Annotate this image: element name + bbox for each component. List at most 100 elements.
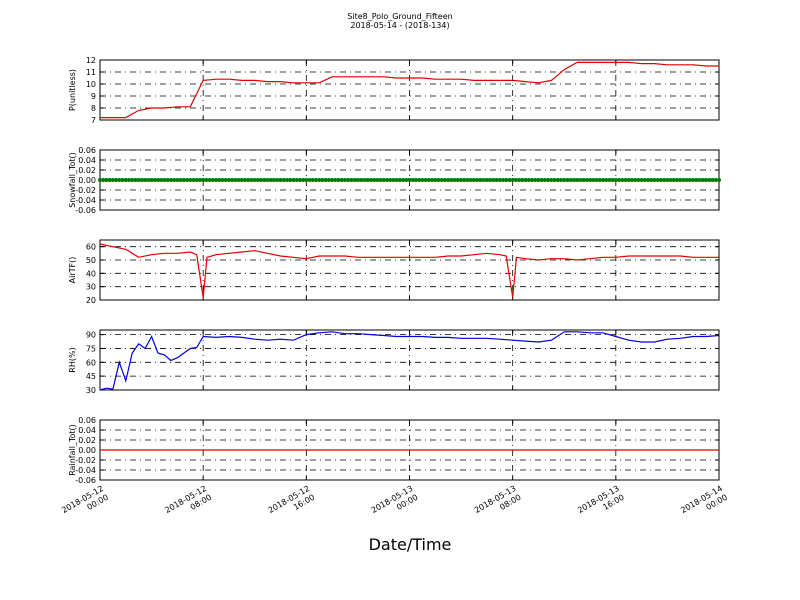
panel-2-series-point (526, 178, 531, 182)
x-tick-label: 2018-05-1216:00 (267, 484, 317, 524)
panel-4-ytick-label: 90 (86, 331, 96, 340)
panel-2-ytick-label: -0.04 (75, 196, 96, 205)
panel-2-series-point (191, 178, 196, 182)
panel-2-series-point (504, 178, 509, 182)
panel-2-series-point (559, 178, 564, 182)
panel-2-series-point (591, 178, 596, 182)
panel-2-series-point (533, 178, 538, 182)
panel-1-ytick-label: 9 (91, 92, 96, 101)
panel-2-series-point (394, 178, 399, 182)
panel-2-series-point (397, 178, 402, 182)
panel-2-series-point (252, 178, 257, 182)
panel-2-series-point (265, 178, 270, 182)
panel-2-series-point (546, 178, 551, 182)
panel-2-series-point (123, 178, 128, 182)
panel-2-series-point (320, 178, 325, 182)
panel-2-series-point (468, 178, 473, 182)
panel-2-series-point (413, 178, 418, 182)
panel-2-series-point (671, 178, 676, 182)
panel-2-series-point (652, 178, 657, 182)
panel-2-series-point (549, 178, 554, 182)
panel-2-series-point (284, 178, 289, 182)
panel-2-series-point (378, 178, 383, 182)
panel-2-series-point (146, 178, 151, 182)
panel-2-series-point (633, 178, 638, 182)
panel-2-series-point (226, 178, 231, 182)
panel-2-series-point (98, 178, 102, 182)
panel-2-series-point (310, 178, 315, 182)
panel-2-series-point (346, 178, 351, 182)
panel-2-series-point (539, 178, 544, 182)
panel-2-series-point (707, 178, 712, 182)
panel-2-series-point (642, 178, 647, 182)
panel-2-series-point (178, 178, 183, 182)
panel-2-series-point (684, 178, 689, 182)
panel-2-series-point (488, 178, 493, 182)
panel-4-ytick-label: 30 (86, 386, 96, 395)
x-tick-label: 2018-05-1400:00 (679, 484, 729, 524)
panel-2-series-point (459, 178, 464, 182)
panel-2-series-point (323, 178, 328, 182)
panel-2-series-point (326, 178, 331, 182)
panel-5-ytick-label: 0.04 (78, 426, 96, 435)
panel-2-series-point (355, 178, 360, 182)
panel-2-series-point (239, 178, 244, 182)
panel-2-series-point (372, 178, 377, 182)
panel-2-series-point (120, 178, 125, 182)
panel-2-series-point (462, 178, 467, 182)
panel-2-ytick-label: 0.06 (78, 146, 96, 155)
panel-2-series-point (159, 178, 164, 182)
panel-2-series-point (275, 178, 280, 182)
panel-2-series-point (626, 178, 631, 182)
panel-2-series-point (255, 178, 260, 182)
panel-2-series-point (297, 178, 302, 182)
panel-2-series-point (623, 178, 628, 182)
panel-2-series-point (204, 178, 209, 182)
panel-2-series-point (343, 178, 348, 182)
panel-2-series-point (362, 178, 367, 182)
panel-2-series-point (478, 178, 483, 182)
panel-2-series-point (368, 178, 373, 182)
panel-2-series-point (571, 178, 576, 182)
panel-2-ytick-label: -0.02 (75, 186, 96, 195)
panel-2-series-point (217, 178, 222, 182)
panel-1-ytick-label: 11 (86, 68, 96, 77)
panel-2-series-point (117, 178, 122, 182)
chart-subtitle: 2018-05-14 - (2018-134) (350, 21, 450, 30)
panel-2-series-point (636, 178, 641, 182)
panel-4-ytick-label: 75 (86, 344, 96, 353)
panel-2-series-point (104, 178, 109, 182)
panel-2-series-point (197, 178, 202, 182)
panel-2-series-point (523, 178, 528, 182)
panel-2-series-point (268, 178, 273, 182)
panel-2-series-point (143, 178, 148, 182)
panel-2-series-point (617, 178, 622, 182)
panel-2-ytick-label: 0.04 (78, 156, 96, 165)
panel-2-series-point (127, 178, 132, 182)
panel-2-series-point (181, 178, 186, 182)
panel-3-ytick-label: 40 (86, 269, 96, 278)
x-tick-label: 2018-05-1300:00 (370, 484, 420, 524)
panel-2-series-point (420, 178, 425, 182)
panel-2-series-point (520, 178, 525, 182)
panel-5-ytick-label: 0.00 (78, 446, 96, 455)
panel-2-series-point (536, 178, 541, 182)
panel-2-series-point (152, 178, 157, 182)
panel-3-ytick-label: 20 (86, 296, 96, 305)
panel-2-series-point (139, 178, 144, 182)
panel-4-ytick-label: 60 (86, 358, 96, 367)
panel-2-series-point (662, 178, 667, 182)
x-tick-label: 2018-05-1208:00 (163, 484, 213, 524)
panel-5-ytick-label: -0.04 (75, 466, 96, 475)
panel-2-series-point (507, 178, 512, 182)
panel-2-series-point (442, 178, 447, 182)
panel-1-ytick-label: 7 (91, 116, 96, 125)
panel-2-series-point (388, 178, 393, 182)
panel-2-series-point (246, 178, 251, 182)
panel-2-series-point (278, 178, 283, 182)
panel-2-series-point (481, 178, 486, 182)
x-tick-label: 2018-05-1200:00 (60, 484, 110, 524)
panel-2-series-point (675, 178, 680, 182)
panel-2-series-point (236, 178, 241, 182)
